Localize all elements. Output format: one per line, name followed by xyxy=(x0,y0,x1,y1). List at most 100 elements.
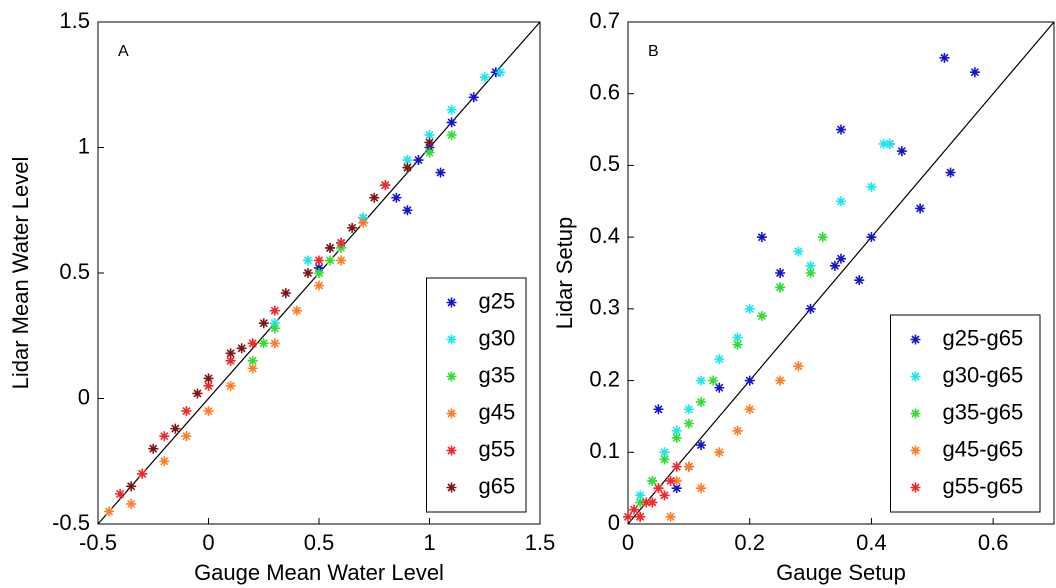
point xyxy=(347,222,358,233)
point xyxy=(696,440,707,451)
point xyxy=(641,497,652,508)
point xyxy=(446,129,457,140)
point xyxy=(314,280,324,291)
point xyxy=(258,338,269,349)
point xyxy=(159,431,170,442)
legend-label: g35-g65 xyxy=(943,399,1024,424)
point xyxy=(635,490,646,501)
point xyxy=(714,447,725,458)
point xyxy=(878,138,889,149)
point xyxy=(915,203,926,214)
x-axis-label: Gauge Setup xyxy=(776,560,906,585)
point xyxy=(269,318,280,329)
point xyxy=(969,67,980,78)
legend-marker xyxy=(910,445,921,456)
point xyxy=(714,354,725,365)
point xyxy=(380,180,391,191)
point xyxy=(805,268,816,278)
x-tick-label: 1 xyxy=(423,530,435,555)
point xyxy=(671,432,682,443)
point xyxy=(665,511,676,522)
x-axis-label: Gauge Mean Water Level xyxy=(194,560,444,585)
y-tick-label: 0.4 xyxy=(589,223,620,248)
legend-label: g55 xyxy=(479,436,516,461)
legend-label: g65 xyxy=(479,473,516,498)
point xyxy=(732,339,743,350)
x-tick-label: -0.5 xyxy=(79,530,117,555)
point xyxy=(714,382,725,393)
point xyxy=(696,375,707,386)
point xyxy=(647,497,658,508)
point xyxy=(744,404,755,415)
point xyxy=(424,142,435,153)
point xyxy=(665,475,676,486)
point xyxy=(836,124,846,135)
legend-label: g35 xyxy=(479,362,516,387)
point xyxy=(479,72,490,83)
point xyxy=(225,348,236,359)
point xyxy=(258,318,269,329)
point xyxy=(247,338,258,349)
point xyxy=(683,461,694,472)
point xyxy=(775,282,786,293)
x-tick-label: 0 xyxy=(202,530,214,555)
point xyxy=(247,355,258,366)
point xyxy=(756,311,767,322)
y-tick-label: 0 xyxy=(608,510,620,535)
point xyxy=(358,217,369,228)
point xyxy=(203,380,214,391)
point xyxy=(280,288,291,299)
x-tick-label: 1.5 xyxy=(525,530,556,555)
legend-label: g30-g65 xyxy=(943,362,1024,387)
point xyxy=(148,443,159,454)
point xyxy=(793,246,804,257)
y-tick-label: -0.5 xyxy=(52,510,90,535)
x-tick-label: 0 xyxy=(622,530,634,555)
y-tick-label: 0.3 xyxy=(589,295,620,320)
y-axis-label: Lidar Mean Water Level xyxy=(8,157,33,390)
point xyxy=(653,404,664,415)
point xyxy=(629,504,640,515)
point xyxy=(302,255,313,266)
point xyxy=(653,483,664,494)
point xyxy=(647,475,658,486)
point xyxy=(671,461,682,472)
panel-label: A xyxy=(118,43,129,60)
point xyxy=(775,375,786,386)
point xyxy=(744,375,755,386)
point xyxy=(623,511,633,522)
point xyxy=(358,212,369,223)
point xyxy=(866,181,877,192)
point xyxy=(225,380,236,391)
point xyxy=(314,268,324,278)
point xyxy=(314,255,324,266)
point xyxy=(659,447,670,458)
point xyxy=(269,323,280,334)
point xyxy=(744,303,755,314)
y-tick-label: 0 xyxy=(78,384,90,409)
y-tick-label: 0.5 xyxy=(59,259,90,284)
point xyxy=(945,167,956,178)
panel-label: B xyxy=(648,43,659,60)
point xyxy=(325,255,336,266)
point xyxy=(369,192,380,203)
point xyxy=(446,104,457,115)
legend-label: g55-g65 xyxy=(943,473,1024,498)
reference-line xyxy=(627,21,1055,525)
point xyxy=(225,355,236,366)
point xyxy=(424,147,435,158)
point xyxy=(192,388,203,399)
point xyxy=(181,431,192,442)
legend-marker xyxy=(910,371,921,382)
point xyxy=(696,397,707,408)
point xyxy=(402,155,413,166)
point xyxy=(424,129,435,140)
point xyxy=(756,232,767,243)
point xyxy=(314,262,324,273)
legend-marker xyxy=(910,408,921,419)
x-tick-label: 0.4 xyxy=(856,530,887,555)
point xyxy=(793,361,804,372)
point xyxy=(181,406,192,417)
